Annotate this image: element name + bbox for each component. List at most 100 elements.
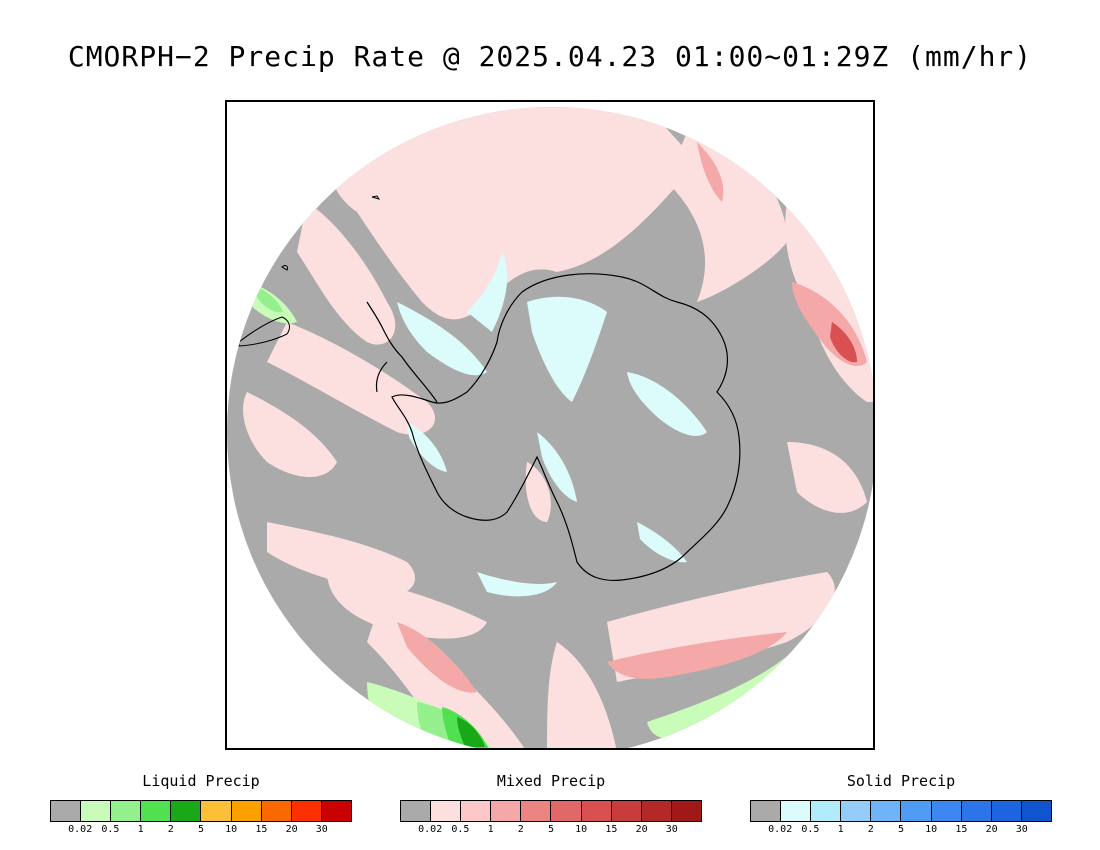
legend-tick-label: 0.02: [418, 824, 443, 835]
legend-ticks: 0.02 0.5 1 2 5 10 15 20 30: [750, 822, 1052, 836]
legend-tick-label: 30: [1015, 824, 1028, 835]
mixed-precip-region: [243, 392, 337, 477]
mixed-precip-region: [328, 107, 697, 320]
legend-title: Liquid Precip: [142, 772, 260, 790]
solid-precip-region: [407, 422, 447, 472]
legend-tick-label: 30: [665, 824, 678, 835]
mixed-precip-region: [830, 322, 857, 363]
legend-swatch: [611, 801, 642, 821]
liquid-precip-region: [457, 717, 485, 747]
legend-swatch: [261, 801, 292, 821]
map-frame: [225, 100, 875, 750]
legend-swatch: [1021, 801, 1051, 821]
legend-swatch: [521, 801, 552, 821]
legend-swatch: [461, 801, 492, 821]
legend-mixed: Mixed Precip 0.02 0.5 1 2 5 10 15 20 30: [400, 770, 702, 836]
legend-swatch: [321, 801, 351, 821]
legend-solid: Solid Precip 0.02 0.5 1 2 5 10 15 20 30: [750, 770, 1052, 836]
legend-swatch: [871, 801, 902, 821]
legend-tick-label: 2: [517, 824, 524, 835]
solid-precip-region: [527, 296, 607, 402]
solid-precip-region: [627, 372, 707, 436]
legend-swatch: [111, 801, 142, 821]
legend-tick-label: 15: [605, 824, 618, 835]
legend-swatch: [201, 801, 232, 821]
mixed-precip-region: [327, 572, 487, 639]
mixed-precip-region: [525, 462, 551, 522]
legend-title: Mixed Precip: [496, 772, 606, 790]
solid-precip-region: [637, 522, 687, 563]
legend-swatch: [811, 801, 842, 821]
legend-swatch: [231, 801, 262, 821]
legend-tick-label: 1: [137, 824, 144, 835]
legend-swatch: [51, 801, 82, 821]
legend-tick-label: 2: [167, 824, 174, 835]
legend-tick-label: 1: [487, 824, 494, 835]
legend-swatch: [401, 801, 432, 821]
antarctic-peninsula: [366, 301, 438, 403]
solid-precip-region: [397, 302, 487, 376]
precip-map: [227, 107, 873, 748]
legend-liquid: Liquid Precip 0.02 0.5 1 2 5 10 15 20 30: [50, 770, 352, 836]
mixed-precip-region: [297, 202, 396, 345]
legend-swatch: [961, 801, 992, 821]
legend-tick-label: 30: [315, 824, 328, 835]
legend-swatch: [901, 801, 932, 821]
legend-tick-label: 20: [285, 824, 298, 835]
legend-swatch: [431, 801, 462, 821]
mixed-precip-region: [547, 642, 617, 748]
mixed-precip-region: [787, 442, 867, 513]
mixed-precip-region: [267, 522, 416, 595]
legend-tick-label: 10: [225, 824, 238, 835]
legend-swatch: [781, 801, 812, 821]
legend-tick-label: 0.5: [101, 824, 120, 835]
solid-precip-region: [477, 572, 557, 597]
legend-title: Solid Precip: [846, 772, 956, 790]
legend-ticks: 0.02 0.5 1 2 5 10 15 20 30: [400, 822, 702, 836]
liquid-precip-region: [647, 652, 792, 739]
solid-precip-region: [537, 432, 577, 502]
legend-swatch: [671, 801, 701, 821]
legend-tick-label: 1: [837, 824, 844, 835]
south-america-coastline: [238, 316, 290, 347]
legend-tick-label: 0.5: [451, 824, 470, 835]
legend-tick-label: 20: [635, 824, 648, 835]
legend-swatch: [751, 801, 782, 821]
mixed-precip-region: [697, 142, 724, 202]
legend-swatch: [291, 801, 322, 821]
legend-tick-label: 0.02: [68, 824, 93, 835]
legend-swatches: [750, 800, 1052, 822]
legend-swatch: [581, 801, 612, 821]
map-title: CMORPH−2 Precip Rate @ 2025.04.23 01:00~…: [67, 40, 1033, 73]
legend-tick-label: 15: [955, 824, 968, 835]
legend-tick-label: 0.5: [801, 824, 820, 835]
legend-swatch: [171, 801, 202, 821]
legend-swatch: [641, 801, 672, 821]
legend-tick-label: 10: [925, 824, 938, 835]
legend-swatch: [81, 801, 112, 821]
legend-ticks: 0.02 0.5 1 2 5 10 15 20 30: [50, 822, 352, 836]
liquid-precip-region: [257, 287, 283, 313]
legend-swatch: [931, 801, 962, 821]
mixed-precip-region: [397, 622, 477, 693]
solid-precip-region: [467, 252, 508, 332]
legend-tick-label: 5: [547, 824, 555, 835]
legend-tick-label: 15: [255, 824, 268, 835]
legend-tick-label: 2: [867, 824, 874, 835]
legend-tick-label: 5: [897, 824, 905, 835]
legend-tick-label: 20: [985, 824, 998, 835]
legend-swatch: [141, 801, 172, 821]
legend-tick-label: 10: [575, 824, 588, 835]
map-disk: [227, 107, 873, 748]
mixed-precip-region: [267, 322, 436, 435]
legend-swatch: [551, 801, 582, 821]
legend-tick-label: 0.02: [768, 824, 793, 835]
legend-swatch: [491, 801, 522, 821]
legend-tick-label: 5: [197, 824, 205, 835]
legend-swatches: [400, 800, 702, 822]
antarctica-coastline: [391, 273, 741, 582]
legend-swatch: [991, 801, 1022, 821]
legend-swatch: [841, 801, 872, 821]
mixed-precip-region: [607, 632, 787, 679]
legend-swatches: [50, 800, 352, 822]
